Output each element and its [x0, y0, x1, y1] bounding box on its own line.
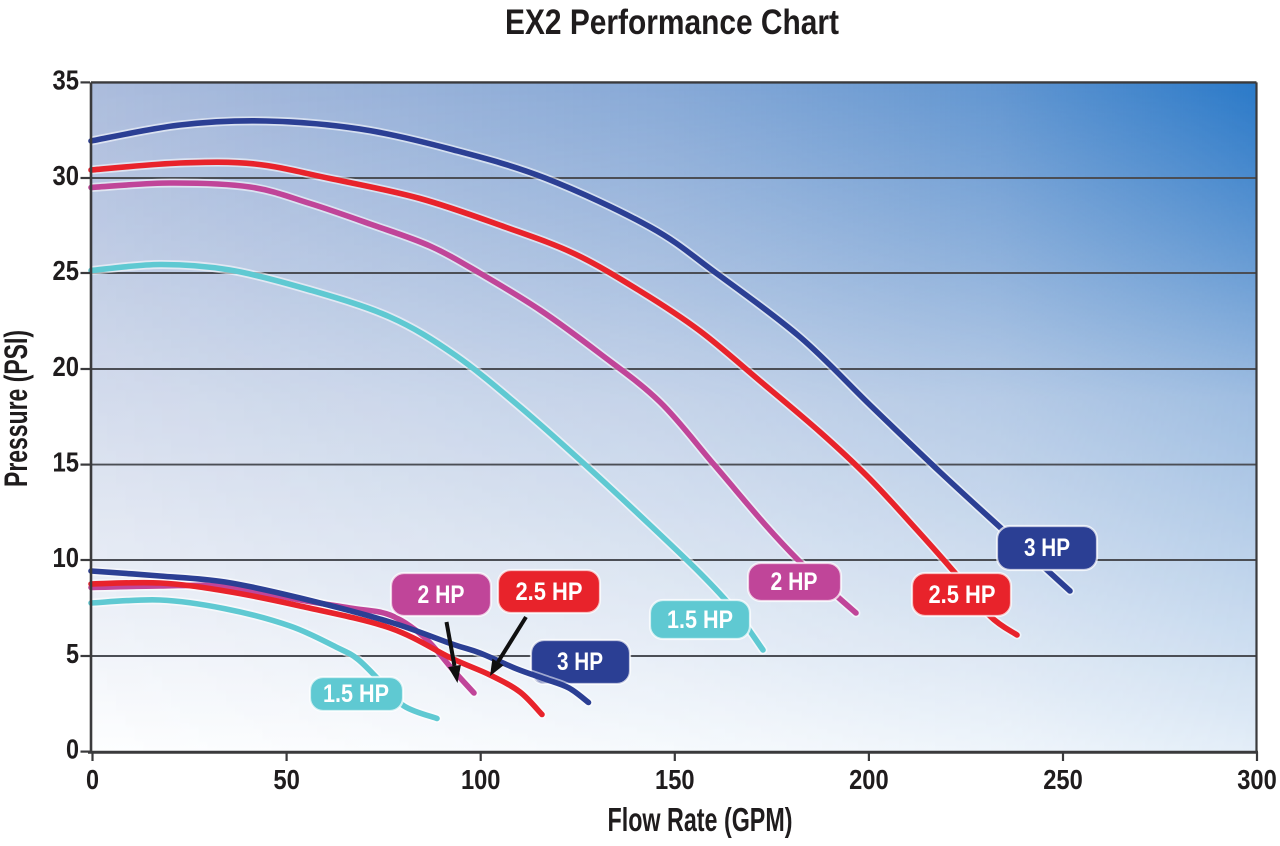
svg-text:2.5 HP: 2.5 HP	[516, 578, 583, 606]
svg-text:150: 150	[655, 764, 695, 795]
svg-text:2.5 HP: 2.5 HP	[929, 581, 996, 609]
svg-text:50: 50	[273, 764, 300, 795]
svg-text:1.5 HP: 1.5 HP	[323, 680, 389, 708]
svg-text:3 HP: 3 HP	[557, 648, 603, 676]
svg-text:15: 15	[53, 447, 80, 478]
svg-text:25: 25	[53, 255, 80, 286]
svg-text:20: 20	[53, 351, 80, 382]
svg-text:2 HP: 2 HP	[418, 581, 465, 609]
svg-text:100: 100	[461, 764, 501, 795]
svg-text:0: 0	[86, 764, 99, 795]
svg-text:300: 300	[1237, 764, 1277, 795]
svg-text:2 HP: 2 HP	[771, 568, 818, 596]
svg-text:250: 250	[1043, 764, 1083, 795]
svg-text:5: 5	[66, 638, 79, 669]
svg-text:10: 10	[53, 542, 80, 573]
svg-text:Pressure (PSI): Pressure (PSI)	[0, 330, 34, 487]
svg-text:30: 30	[53, 160, 80, 191]
svg-text:3 HP: 3 HP	[1024, 534, 1070, 562]
svg-text:Flow Rate (GPM): Flow Rate (GPM)	[608, 801, 793, 838]
svg-text:1.5 HP: 1.5 HP	[667, 606, 733, 634]
svg-text:EX2 Performance Chart: EX2 Performance Chart	[505, 3, 839, 42]
svg-text:200: 200	[849, 764, 889, 795]
svg-text:0: 0	[66, 734, 79, 765]
svg-text:35: 35	[53, 64, 80, 95]
